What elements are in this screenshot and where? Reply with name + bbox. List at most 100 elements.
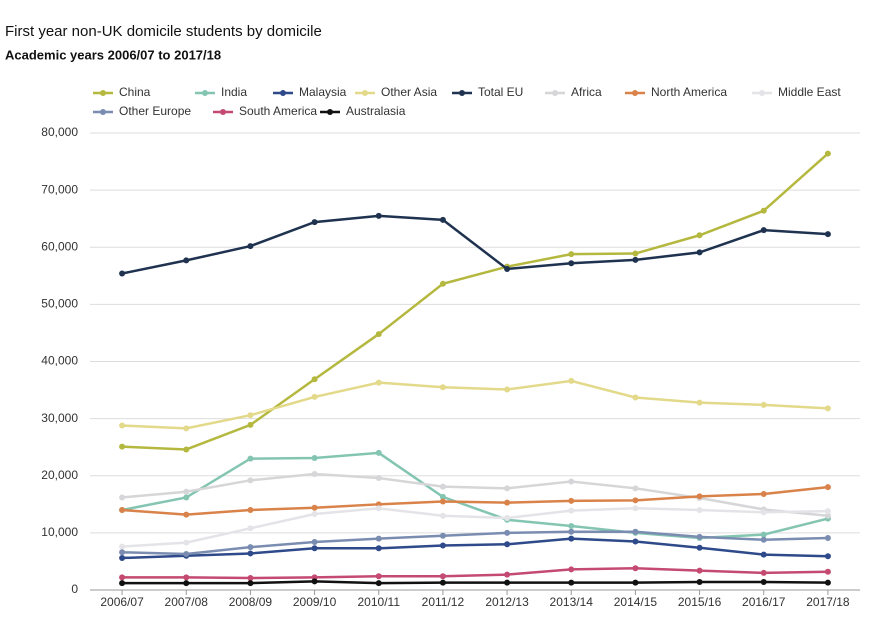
chart-subtitle: Academic years 2006/07 to 2017/18 bbox=[5, 47, 221, 62]
x-tick-label: 2007/08 bbox=[165, 595, 209, 609]
point bbox=[375, 449, 382, 456]
point bbox=[632, 565, 639, 572]
point bbox=[247, 477, 254, 484]
point bbox=[311, 539, 318, 546]
x-tick-label: 2008/09 bbox=[229, 595, 273, 609]
point bbox=[504, 579, 511, 586]
point bbox=[247, 421, 254, 428]
point bbox=[504, 515, 511, 522]
point bbox=[375, 573, 382, 580]
point bbox=[119, 549, 126, 556]
point bbox=[375, 545, 382, 552]
point bbox=[568, 507, 575, 514]
point bbox=[504, 541, 511, 548]
point bbox=[439, 573, 446, 580]
y-tick-label: 40,000 bbox=[41, 354, 78, 368]
legend-marker bbox=[100, 109, 106, 115]
point bbox=[439, 579, 446, 586]
point bbox=[568, 535, 575, 542]
point bbox=[824, 579, 831, 586]
legend-marker bbox=[280, 90, 286, 96]
point bbox=[183, 551, 190, 558]
point bbox=[439, 280, 446, 287]
point bbox=[824, 484, 831, 491]
point bbox=[119, 580, 126, 587]
legend-marker bbox=[100, 90, 106, 96]
point bbox=[632, 485, 639, 492]
point bbox=[119, 494, 126, 501]
point bbox=[696, 533, 703, 540]
legend-label: Total EU bbox=[478, 85, 523, 99]
legend-marker bbox=[327, 109, 333, 115]
point bbox=[760, 401, 767, 408]
point bbox=[119, 443, 126, 450]
legend-marker bbox=[220, 109, 226, 115]
point bbox=[247, 455, 254, 462]
point bbox=[568, 523, 575, 530]
point bbox=[696, 232, 703, 239]
x-tick-label: 2016/17 bbox=[742, 595, 786, 609]
series-line bbox=[122, 537, 828, 560]
point bbox=[760, 531, 767, 538]
point bbox=[183, 511, 190, 518]
point bbox=[311, 455, 318, 462]
point bbox=[311, 511, 318, 518]
point bbox=[696, 493, 703, 500]
point bbox=[824, 512, 831, 519]
point bbox=[824, 508, 831, 515]
legend-marker bbox=[362, 90, 368, 96]
point bbox=[504, 485, 511, 492]
point bbox=[119, 422, 126, 429]
point bbox=[119, 543, 126, 550]
point bbox=[632, 538, 639, 545]
x-tick-label: 2006/07 bbox=[100, 595, 144, 609]
y-tick-label: 30,000 bbox=[41, 411, 78, 425]
point bbox=[568, 251, 575, 258]
y-tick-label: 0 bbox=[71, 582, 78, 596]
point bbox=[311, 219, 318, 226]
legend-label: North America bbox=[651, 85, 727, 99]
point bbox=[439, 532, 446, 539]
point bbox=[439, 216, 446, 223]
x-tick-label: 2009/10 bbox=[293, 595, 337, 609]
point bbox=[311, 393, 318, 400]
point bbox=[760, 491, 767, 498]
y-tick-label: 20,000 bbox=[41, 468, 78, 482]
point bbox=[183, 494, 190, 501]
point bbox=[247, 550, 254, 557]
x-tick-label: 2013/14 bbox=[550, 595, 594, 609]
point bbox=[696, 567, 703, 574]
point bbox=[183, 257, 190, 264]
point bbox=[696, 579, 703, 586]
point bbox=[247, 507, 254, 514]
legend-label: Middle East bbox=[778, 85, 841, 99]
series-line bbox=[121, 214, 828, 275]
point bbox=[760, 509, 767, 516]
point bbox=[760, 536, 767, 543]
point bbox=[311, 578, 318, 585]
legend-label: Other Europe bbox=[119, 104, 191, 118]
legend-label: Australasia bbox=[346, 104, 406, 118]
series-line bbox=[121, 485, 829, 516]
point bbox=[119, 574, 126, 581]
legend-marker bbox=[202, 90, 208, 96]
point bbox=[247, 575, 254, 582]
point bbox=[119, 555, 126, 562]
point bbox=[696, 399, 703, 406]
point bbox=[439, 542, 446, 549]
point bbox=[632, 497, 639, 504]
point bbox=[824, 405, 831, 412]
point bbox=[375, 475, 382, 482]
point bbox=[119, 270, 126, 277]
point bbox=[632, 579, 639, 586]
point bbox=[311, 504, 318, 511]
point bbox=[504, 529, 511, 536]
point bbox=[824, 535, 831, 542]
point bbox=[439, 498, 446, 505]
point bbox=[824, 568, 831, 575]
legend-label: China bbox=[119, 85, 151, 99]
point bbox=[311, 545, 318, 552]
legend-label: India bbox=[221, 85, 247, 99]
point bbox=[183, 539, 190, 546]
